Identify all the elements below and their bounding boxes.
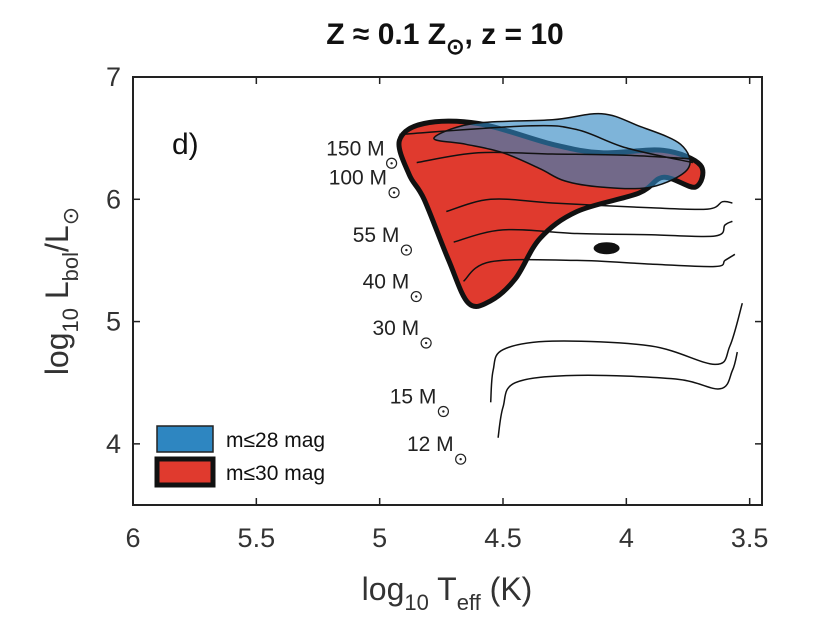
track-15m	[489, 302, 744, 403]
mass-label-text: 15 M	[390, 386, 437, 409]
y-tick-label: 7	[106, 62, 121, 92]
solar-symbol-dot	[459, 457, 462, 461]
legend-label-28mag: m≤28 mag	[226, 429, 325, 452]
legend-label-30mag: m≤30 mag	[226, 462, 325, 485]
solar-symbol-icon	[437, 405, 449, 418]
solar-symbol-dot	[405, 248, 408, 252]
solar-symbol-icon	[420, 337, 432, 349]
x-tick-label: 6	[125, 523, 140, 553]
legend-swatch-30mag	[154, 456, 216, 488]
plot-frame	[132, 76, 763, 506]
track-40m	[453, 220, 733, 243]
region-m28mag	[433, 112, 691, 190]
mass-label-text: 12 M	[407, 433, 454, 456]
blobs-layer	[593, 242, 620, 255]
y-axis-label: log10 Lbol/L⊙	[39, 207, 83, 375]
solar-symbol-dot	[390, 162, 393, 165]
x-axis-label: log10 Teff (K)	[362, 571, 533, 615]
panel-label: d)	[172, 128, 199, 161]
legend-swatch-28mag	[156, 425, 214, 453]
title-prefix: Z ≈ 0.1 Z	[326, 18, 446, 51]
x-tick-label: 3.5	[731, 523, 769, 553]
mass-label: 12 M	[407, 433, 467, 465]
solar-symbol-icon	[400, 244, 412, 256]
regions-layer	[396, 112, 706, 310]
ticks-layer: 6 5.5 5 4.5 4 3.5 4 5 6 7	[106, 62, 768, 553]
tracks-layer	[399, 124, 744, 438]
track-12m	[497, 351, 739, 438]
x-tick-label: 4	[619, 523, 634, 553]
y-tick-label: 5	[106, 307, 121, 337]
solar-symbol-dot	[415, 295, 418, 298]
chart-title: Z ≈ 0.1 Z⊙, z = 10	[326, 18, 564, 59]
mass-label-text: 55 M	[353, 224, 400, 247]
mass-label: 100 M	[329, 167, 400, 199]
mass-label: 55 M	[353, 224, 412, 256]
mass-label-text: 30 M	[372, 317, 419, 340]
mass-label: 30 M	[372, 317, 432, 349]
track-100m	[416, 151, 693, 164]
solar-symbol-icon	[388, 187, 400, 199]
mass-label-text: 100 M	[329, 167, 387, 190]
solar-symbol-dot	[442, 410, 445, 413]
legend: m≤28 mag m≤30 mag	[154, 425, 325, 488]
mass-label: 150 M	[326, 137, 398, 169]
solar-symbol-dot	[424, 341, 428, 345]
x-tick-label: 4.5	[484, 523, 522, 553]
solar-symbol-icon	[386, 157, 398, 169]
track-55m	[446, 198, 733, 213]
title-suffix: , z = 10	[465, 18, 564, 51]
solar-symbol-icon	[410, 290, 422, 303]
track-150m	[399, 124, 694, 164]
mass-label-text: 150 M	[326, 137, 384, 160]
x-tick-label: 5.5	[238, 523, 276, 553]
title-subscript: ⊙	[446, 34, 464, 59]
mass-label-text: 40 M	[363, 271, 410, 294]
y-tick-label: 4	[106, 429, 121, 459]
x-tick-label: 5	[372, 523, 387, 553]
solar-symbol-dot	[392, 191, 396, 194]
y-tick-label: 6	[106, 184, 121, 214]
dense-region-blob	[593, 242, 620, 255]
mass-labels-layer: 150 M 100 M 55 M 40 M 30 M 15 M 12 M	[326, 137, 467, 465]
track-30m	[462, 253, 736, 282]
mass-label: 15 M	[390, 386, 449, 418]
solar-symbol-icon	[455, 453, 467, 465]
mass-label: 40 M	[363, 271, 422, 303]
